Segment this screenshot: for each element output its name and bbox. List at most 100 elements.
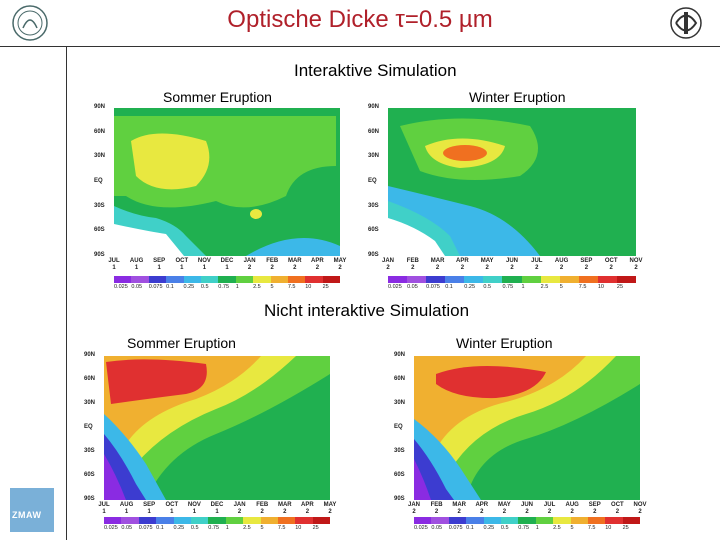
- x-tick-month: SEP: [580, 258, 593, 264]
- x-tick-label: SEP 1: [140, 502, 158, 516]
- x-tick-year: 2: [435, 265, 440, 271]
- x-tick-year: 1: [134, 265, 139, 271]
- x-tick-month: NOV: [187, 502, 201, 508]
- colorbar-swatch: [587, 517, 606, 524]
- colorbar-swatch: [431, 517, 449, 524]
- x-tick-label: AUG 1: [118, 502, 136, 516]
- x-tick-month: NOV: [197, 258, 211, 264]
- colorbar-swatch: [535, 517, 554, 524]
- header-rule: [0, 46, 720, 47]
- x-tick-label: NOV 2: [627, 258, 645, 272]
- y-tick-label: 30N: [394, 400, 406, 406]
- colorbar-label: 0.75: [502, 284, 514, 290]
- plot-noninteractive-summer: [86, 354, 336, 507]
- colorbar-swatch: [464, 276, 484, 283]
- colorbar-swatch: [270, 276, 288, 283]
- colorbar-label: 1: [235, 284, 239, 290]
- colorbar-label: 0.1: [445, 284, 453, 290]
- x-tick-month: JUL: [98, 502, 110, 508]
- x-tick-year: 2: [485, 265, 489, 271]
- colorbar-swatch: [578, 276, 598, 283]
- x-tick-month: DEC: [220, 258, 234, 264]
- x-tick-year: 2: [593, 509, 597, 515]
- section-heading-interactive: Interaktive Simulation: [294, 61, 457, 80]
- x-tick-label: JUN 2: [503, 258, 521, 272]
- x-tick-label: AUG 2: [553, 258, 571, 272]
- x-tick-label: DEC 1: [208, 502, 226, 516]
- colorbar-swatch: [218, 276, 236, 283]
- y-tick-label: 60S: [94, 227, 105, 234]
- colorbar-swatch: [312, 517, 331, 524]
- x-tick-year: 2: [434, 509, 439, 515]
- x-tick-year: 1: [192, 509, 197, 515]
- x-tick-label: FEB 2: [404, 258, 422, 272]
- colorbar-label: 5: [270, 284, 274, 290]
- colorbar-swatch: [483, 517, 501, 524]
- y-tick-label: 30S: [84, 448, 95, 454]
- y-tick-label: 60N: [368, 128, 380, 135]
- colorbar-swatch: [466, 517, 484, 524]
- colorbar-label: 0.5: [500, 525, 509, 531]
- x-tick-year: 1: [180, 265, 184, 271]
- colorbar-swatch: [235, 276, 254, 283]
- y-tick-label: 30S: [394, 448, 405, 454]
- colorbar-swatch: [260, 517, 278, 524]
- x-tick-month: SEP: [153, 258, 166, 264]
- colorbar-swatch: [322, 276, 341, 283]
- colorbar-label: 0.075: [138, 525, 153, 531]
- x-tick-year: 1: [225, 265, 229, 271]
- colorbar-swatch: [156, 517, 174, 524]
- x-tick-month: JUL: [531, 258, 543, 264]
- colorbar-label: 0.05: [431, 525, 443, 531]
- colorbar-label: 0.1: [466, 525, 474, 531]
- colorbar-label: 0.025: [104, 525, 118, 531]
- y-tick-label: 90N: [94, 104, 106, 110]
- colorbar-swatch: [225, 517, 244, 524]
- x-tick-year: 2: [584, 265, 589, 271]
- colorbar-swatch: [190, 517, 209, 524]
- colorbar-swatch: [407, 276, 427, 283]
- x-tick-month: JUN: [505, 258, 518, 264]
- colorbar-swatch: [277, 517, 296, 524]
- x-tick-year: 2: [237, 509, 242, 515]
- x-tick-label: MAR 2: [450, 502, 468, 516]
- colorbar-label: 0.75: [218, 284, 230, 290]
- x-tick-month: JUL: [108, 258, 120, 264]
- x-tick-month: OCT: [175, 258, 189, 264]
- y-tick-label: 60S: [368, 227, 379, 234]
- colorbar-label: 0.075: [448, 525, 463, 531]
- colorbar-label: 7.5: [287, 284, 296, 290]
- x-tick-label: JUL 1: [105, 258, 123, 272]
- x-tick-label: FEB 2: [428, 502, 446, 516]
- y-tick-label: 30N: [94, 153, 106, 160]
- x-tick-label: JUL 1: [95, 502, 113, 516]
- colorbar-label: 7.5: [578, 284, 587, 290]
- colorbar-label: 0.05: [131, 284, 143, 290]
- y-tick-label: EQ: [394, 424, 403, 430]
- colorbar-label: 0.075: [148, 284, 163, 290]
- x-tick-label: NOV 2: [631, 502, 649, 516]
- x-tick-year: 1: [112, 265, 116, 271]
- page-title: Optische Dicke τ=0.5 µm: [227, 6, 493, 33]
- x-tick-year: 2: [315, 265, 320, 271]
- x-tick-year: 1: [157, 265, 161, 271]
- x-tick-label: DEC 1: [218, 258, 236, 272]
- plot-interactive-summer: [96, 106, 346, 263]
- x-tick-label: JUL 2: [541, 502, 559, 516]
- colorbar-label: 0.5: [483, 284, 492, 290]
- x-tick-year: 1: [215, 509, 219, 515]
- x-tick-label: JAN 2: [405, 502, 423, 516]
- x-tick-label: APR 2: [308, 258, 326, 272]
- colorbar-label: 0.25: [483, 525, 495, 531]
- colorbar-label: 0.75: [518, 525, 530, 531]
- colorbar-label: 25: [322, 284, 329, 290]
- y-tick-label: 90S: [394, 496, 405, 502]
- colorbar-swatch: [104, 517, 122, 524]
- x-tick-label: OCT 2: [602, 258, 620, 272]
- x-tick-year: 2: [260, 509, 264, 515]
- colorbar-swatch: [483, 276, 503, 283]
- colorbar-swatch: [287, 276, 306, 283]
- colorbar: [104, 517, 331, 524]
- colorbar-label: 10: [605, 525, 612, 531]
- x-tick-month: SEP: [143, 502, 156, 508]
